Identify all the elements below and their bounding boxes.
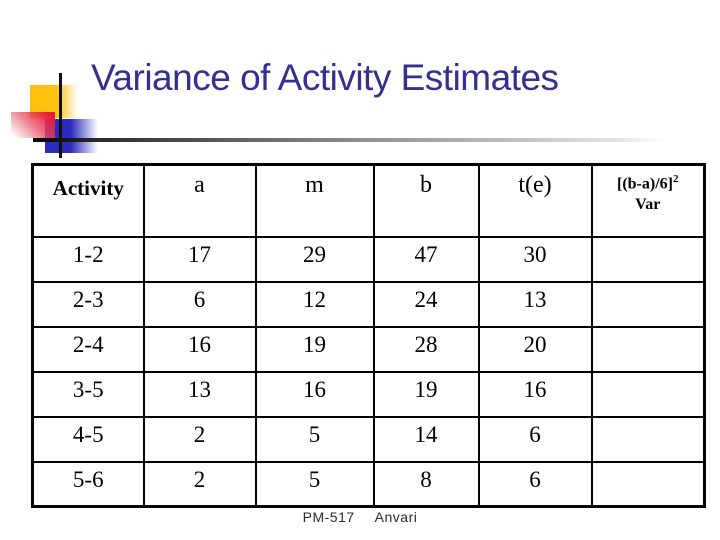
cell-te: 20 [477, 325, 593, 373]
decoration-vertical-line [59, 73, 62, 158]
footer-author: Anvari [374, 509, 418, 525]
cell-te: 6 [477, 460, 593, 508]
column-header-te: t(e) [477, 163, 593, 238]
column-header-b: b [372, 163, 480, 238]
decoration-red-square [11, 112, 55, 138]
slide-footer: PM-517 Anvari [0, 509, 720, 525]
cell-a: 2 [142, 460, 257, 508]
title-underline [33, 138, 665, 142]
cell-b: 24 [372, 280, 480, 328]
cell-activity: 2-3 [31, 280, 145, 328]
cell-var [590, 235, 706, 283]
variance-label: Var [635, 196, 661, 214]
variance-exponent: 2 [672, 173, 679, 185]
table-row: 4-5 2 5 14 6 [31, 415, 706, 463]
cell-activity: 1-2 [31, 235, 145, 283]
cell-m: 19 [254, 325, 375, 373]
table-row: 3-5 13 16 19 16 [31, 370, 706, 418]
activity-table: Activity a m b t(e) [(b-a)/6]2 Var 1-2 1… [31, 163, 706, 508]
table-row: 1-2 17 29 47 30 [31, 235, 706, 283]
cell-b: 19 [372, 370, 480, 418]
cell-a: 17 [142, 235, 257, 283]
cell-var [590, 370, 706, 418]
cell-var [590, 415, 706, 463]
table-row: 2-4 16 19 28 20 [31, 325, 706, 373]
cell-var [590, 460, 706, 508]
cell-m: 12 [254, 280, 375, 328]
table-row: 2-3 6 12 24 13 [31, 280, 706, 328]
variance-formula: [(b-a)/6] [617, 175, 673, 193]
cell-a: 16 [142, 325, 257, 373]
cell-m: 5 [254, 415, 375, 463]
cell-var [590, 280, 706, 328]
table-row: 5-6 2 5 8 6 [31, 460, 706, 508]
table-header-row: Activity a m b t(e) [(b-a)/6]2 Var [31, 163, 706, 238]
cell-activity: 4-5 [31, 415, 145, 463]
footer-course: PM-517 [302, 509, 355, 525]
cell-te: 30 [477, 235, 593, 283]
cell-te: 6 [477, 415, 593, 463]
column-header-a: a [142, 163, 257, 238]
cell-activity: 5-6 [31, 460, 145, 508]
cell-m: 16 [254, 370, 375, 418]
cell-activity: 2-4 [31, 325, 145, 373]
cell-a: 6 [142, 280, 257, 328]
cell-b: 8 [372, 460, 480, 508]
cell-te: 16 [477, 370, 593, 418]
cell-a: 2 [142, 415, 257, 463]
cell-m: 5 [254, 460, 375, 508]
cell-b: 47 [372, 235, 480, 283]
column-header-m: m [254, 163, 375, 238]
slide-title: Variance of Activity Estimates [91, 57, 559, 98]
column-header-activity: Activity [31, 163, 145, 238]
cell-var [590, 325, 706, 373]
cell-b: 14 [372, 415, 480, 463]
cell-te: 13 [477, 280, 593, 328]
cell-activity: 3-5 [31, 370, 145, 418]
cell-a: 13 [142, 370, 257, 418]
column-header-variance: [(b-a)/6]2 Var [590, 163, 706, 238]
cell-b: 28 [372, 325, 480, 373]
cell-m: 29 [254, 235, 375, 283]
